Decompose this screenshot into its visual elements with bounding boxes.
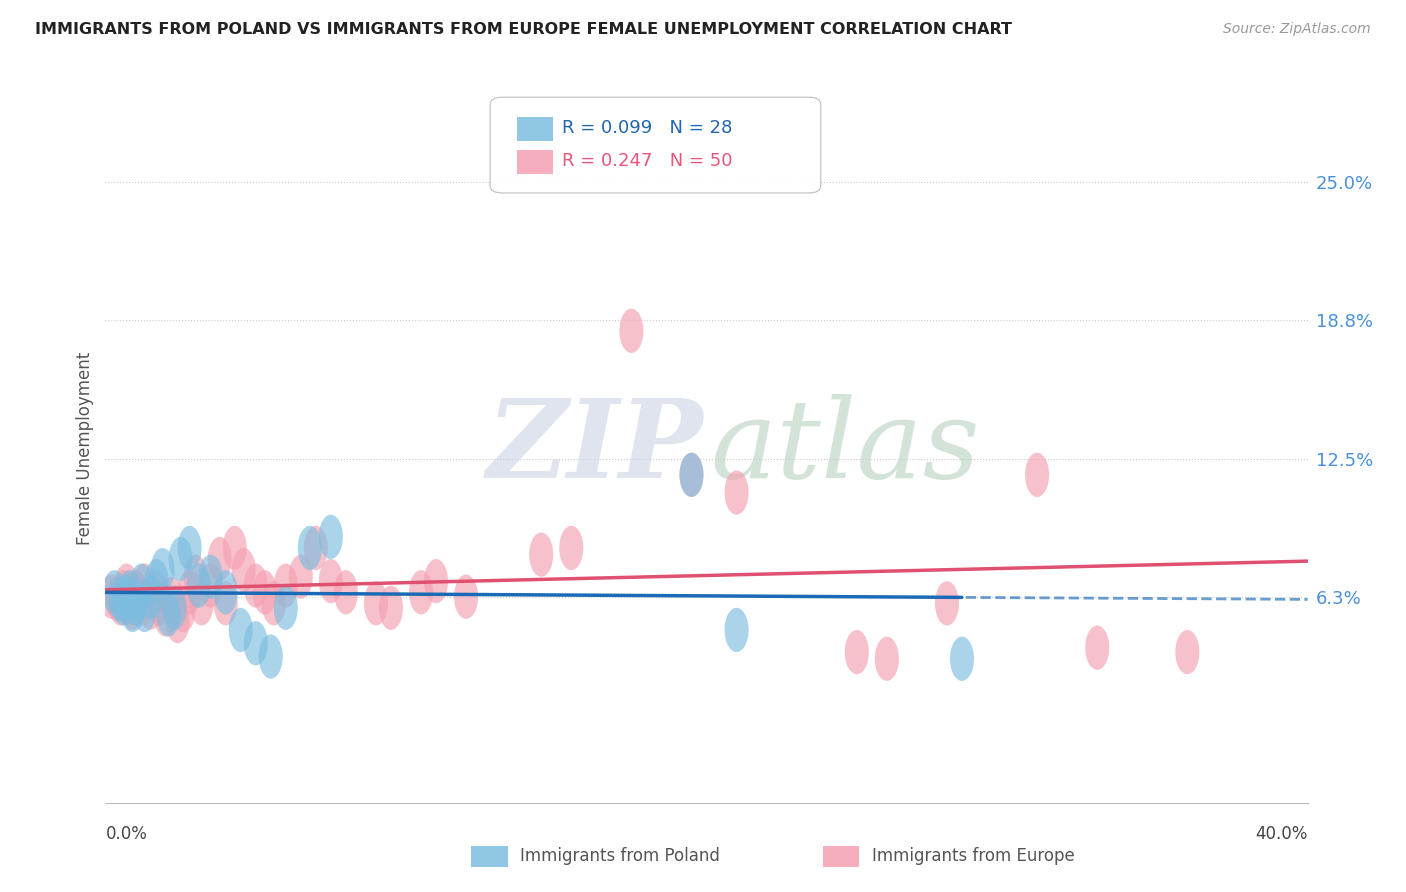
Ellipse shape — [177, 525, 201, 570]
Ellipse shape — [845, 630, 869, 674]
Ellipse shape — [198, 555, 222, 599]
Ellipse shape — [108, 582, 132, 625]
Text: ZIP: ZIP — [486, 394, 703, 502]
Text: R = 0.099   N = 28: R = 0.099 N = 28 — [562, 120, 733, 137]
Ellipse shape — [724, 470, 748, 515]
FancyBboxPatch shape — [516, 150, 553, 174]
Ellipse shape — [118, 582, 142, 625]
Ellipse shape — [208, 537, 232, 582]
Ellipse shape — [103, 570, 127, 615]
Ellipse shape — [177, 570, 201, 615]
Ellipse shape — [153, 592, 177, 637]
Ellipse shape — [163, 586, 187, 630]
Ellipse shape — [679, 452, 703, 497]
Ellipse shape — [145, 559, 169, 603]
Ellipse shape — [150, 548, 174, 592]
Ellipse shape — [229, 607, 253, 652]
Ellipse shape — [145, 570, 169, 615]
Ellipse shape — [232, 548, 256, 592]
Ellipse shape — [118, 570, 142, 615]
Ellipse shape — [139, 586, 163, 630]
Ellipse shape — [1085, 625, 1109, 670]
Ellipse shape — [108, 577, 132, 621]
Y-axis label: Female Unemployment: Female Unemployment — [76, 351, 94, 545]
Ellipse shape — [132, 588, 156, 632]
Ellipse shape — [105, 577, 129, 621]
Ellipse shape — [875, 637, 898, 681]
Ellipse shape — [114, 564, 139, 607]
Text: Immigrants from Europe: Immigrants from Europe — [872, 847, 1074, 865]
Ellipse shape — [190, 582, 214, 625]
Ellipse shape — [409, 570, 433, 615]
Ellipse shape — [156, 592, 180, 637]
Ellipse shape — [169, 537, 193, 582]
Ellipse shape — [274, 586, 298, 630]
Ellipse shape — [319, 515, 343, 559]
Ellipse shape — [259, 634, 283, 679]
Ellipse shape — [214, 582, 238, 625]
Ellipse shape — [319, 559, 343, 603]
Ellipse shape — [560, 525, 583, 570]
Ellipse shape — [724, 607, 748, 652]
Ellipse shape — [172, 588, 195, 632]
Ellipse shape — [333, 570, 359, 615]
Ellipse shape — [298, 525, 322, 570]
Ellipse shape — [274, 564, 298, 607]
Ellipse shape — [304, 525, 328, 570]
Ellipse shape — [139, 574, 163, 619]
Ellipse shape — [124, 570, 148, 615]
Ellipse shape — [159, 577, 184, 621]
Ellipse shape — [529, 533, 553, 577]
Ellipse shape — [454, 574, 478, 619]
Text: 0.0%: 0.0% — [105, 825, 148, 843]
FancyBboxPatch shape — [516, 117, 553, 141]
Ellipse shape — [124, 582, 148, 625]
Text: Immigrants from Poland: Immigrants from Poland — [520, 847, 720, 865]
Ellipse shape — [425, 559, 449, 603]
Ellipse shape — [253, 570, 277, 615]
Ellipse shape — [121, 588, 145, 632]
Ellipse shape — [222, 525, 246, 570]
Ellipse shape — [129, 582, 153, 625]
Ellipse shape — [620, 309, 644, 353]
Ellipse shape — [184, 555, 208, 599]
Ellipse shape — [187, 564, 211, 607]
Ellipse shape — [166, 599, 190, 643]
Ellipse shape — [111, 582, 135, 625]
Ellipse shape — [380, 586, 404, 630]
Ellipse shape — [198, 564, 222, 607]
Text: Source: ZipAtlas.com: Source: ZipAtlas.com — [1223, 22, 1371, 37]
Ellipse shape — [148, 582, 172, 625]
Ellipse shape — [935, 582, 959, 625]
Text: IMMIGRANTS FROM POLAND VS IMMIGRANTS FROM EUROPE FEMALE UNEMPLOYMENT CORRELATION: IMMIGRANTS FROM POLAND VS IMMIGRANTS FRO… — [35, 22, 1012, 37]
Ellipse shape — [364, 582, 388, 625]
Ellipse shape — [111, 570, 135, 615]
Ellipse shape — [114, 574, 139, 619]
Ellipse shape — [243, 564, 267, 607]
Ellipse shape — [679, 452, 703, 497]
Text: R = 0.247   N = 50: R = 0.247 N = 50 — [562, 152, 733, 170]
Ellipse shape — [1175, 630, 1199, 674]
Ellipse shape — [243, 621, 267, 665]
Text: atlas: atlas — [710, 394, 980, 502]
Ellipse shape — [132, 564, 156, 607]
Ellipse shape — [121, 586, 145, 630]
Ellipse shape — [262, 582, 285, 625]
Ellipse shape — [100, 574, 124, 619]
FancyBboxPatch shape — [491, 97, 821, 193]
Ellipse shape — [129, 564, 153, 607]
Ellipse shape — [1025, 452, 1049, 497]
Ellipse shape — [288, 555, 312, 599]
Ellipse shape — [127, 574, 150, 619]
Text: 40.0%: 40.0% — [1256, 825, 1308, 843]
Ellipse shape — [950, 637, 974, 681]
Ellipse shape — [214, 570, 238, 615]
